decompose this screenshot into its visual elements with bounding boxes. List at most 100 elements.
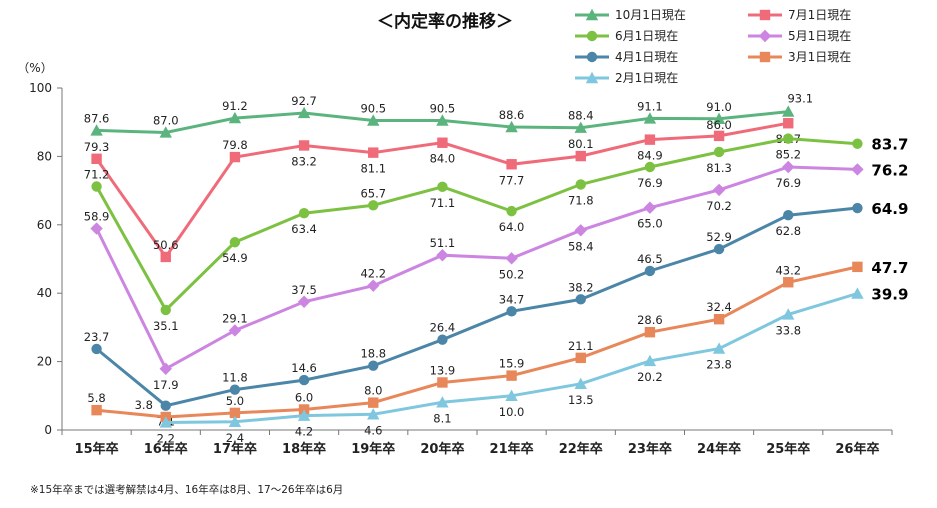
y-tick-label: 100 — [29, 81, 52, 95]
series-line-4 — [95, 206, 858, 408]
data-label: 58.4 — [568, 239, 594, 253]
data-point-marker — [228, 324, 242, 337]
data-label: 65.7 — [360, 186, 386, 200]
data-point-marker — [436, 396, 449, 408]
data-label: 91.2 — [222, 99, 248, 113]
data-point-marker — [228, 111, 242, 124]
x-category-label: 22年卒 — [559, 441, 603, 457]
data-label: 26.4 — [430, 321, 456, 335]
y-tick-label: 20 — [37, 355, 52, 369]
data-point-marker — [852, 261, 863, 273]
x-category-label: 19年卒 — [351, 441, 395, 457]
footnote: ※15年卒までは選考解禁は4月、16年卒は8月、17～26年卒は6月 — [30, 483, 343, 496]
data-label: 83.2 — [291, 154, 317, 168]
data-label: 58.9 — [84, 210, 110, 224]
data-point-marker — [368, 360, 379, 371]
data-point-marker — [643, 354, 657, 367]
data-point-marker — [852, 202, 863, 214]
data-label: 64.0 — [499, 220, 525, 234]
data-point-marker — [575, 352, 586, 364]
data-label: 70.2 — [706, 199, 732, 213]
x-category-label: 23年卒 — [628, 441, 672, 457]
data-label: 15.9 — [499, 357, 525, 371]
data-label: 79.3 — [84, 140, 110, 154]
data-label: 63.4 — [291, 222, 317, 236]
data-point-marker — [159, 362, 172, 375]
data-point-marker — [229, 407, 241, 419]
data-point-marker — [90, 222, 103, 235]
data-point-marker — [783, 133, 794, 144]
x-category-label: 17年卒 — [213, 441, 257, 457]
data-point-marker — [644, 265, 656, 277]
data-label: 2.4 — [226, 431, 244, 445]
series-line-2 — [95, 137, 858, 313]
data-point-marker — [506, 370, 517, 381]
data-point-marker — [782, 308, 795, 320]
data-point-marker — [298, 140, 310, 151]
data-label: 92.7 — [291, 94, 317, 108]
data-point-marker — [643, 112, 657, 124]
legend-entry-label: 3月1日現在 — [788, 50, 851, 64]
x-category-label: 26年卒 — [835, 441, 879, 457]
data-point-marker — [297, 295, 311, 308]
data-label: 28.6 — [637, 313, 663, 327]
data-label: 10.0 — [499, 405, 525, 419]
y-axis-unit-label: （%） — [17, 61, 52, 75]
data-label-latest: 76.2 — [871, 161, 908, 179]
data-label: 5.0 — [226, 394, 244, 408]
data-label: 86.0 — [706, 118, 732, 132]
data-label: 38.2 — [568, 280, 594, 294]
data-label: 80.1 — [568, 137, 594, 151]
legend-entry-label: 5月1日現在 — [788, 29, 851, 43]
data-point-marker — [437, 334, 448, 345]
y-tick-label: 40 — [37, 286, 52, 300]
data-point-marker — [506, 306, 517, 317]
data-point-marker — [575, 150, 586, 162]
data-label-latest: 39.9 — [871, 286, 908, 304]
data-point-marker — [368, 397, 379, 408]
data-point-marker — [713, 146, 725, 158]
data-label: 87.6 — [84, 111, 110, 125]
data-label: 50.6 — [153, 238, 179, 252]
data-label: 91.0 — [706, 100, 732, 114]
data-label: 5.8 — [87, 391, 105, 405]
data-label: 6.0 — [295, 390, 313, 404]
data-point-marker — [436, 114, 449, 126]
data-point-marker — [160, 251, 171, 263]
series-line-3 — [95, 165, 858, 371]
series-line-5 — [96, 265, 858, 419]
data-point-marker — [644, 134, 656, 145]
data-point-marker — [851, 287, 864, 299]
data-label: 71.2 — [84, 167, 110, 181]
x-category-label: 16年卒 — [144, 441, 188, 457]
data-point-marker — [91, 343, 102, 355]
data-point-marker — [367, 114, 380, 126]
data-label: 29.1 — [222, 311, 248, 325]
y-tick-label: 80 — [37, 149, 52, 163]
legend-entry-label: 6月1日現在 — [615, 29, 678, 43]
data-point-marker — [574, 377, 587, 390]
legend-entry-label: 10月1日現在 — [615, 8, 686, 22]
data-label: 54.9 — [222, 251, 248, 265]
data-point-marker — [713, 130, 725, 142]
data-point-marker — [159, 416, 172, 428]
data-label: 81.3 — [706, 161, 732, 175]
x-category-label: 20年卒 — [420, 441, 464, 457]
data-label: 76.9 — [637, 176, 663, 190]
data-label: 43.2 — [775, 263, 801, 277]
data-point-marker — [437, 181, 448, 193]
data-point-marker — [506, 205, 517, 217]
data-point-marker — [297, 106, 311, 119]
data-point-marker — [229, 151, 241, 163]
data-label: 4.2 — [295, 425, 313, 439]
data-label: 2.2 — [157, 431, 175, 445]
data-point-marker — [644, 161, 656, 173]
data-point-marker — [91, 181, 102, 192]
data-point-marker — [437, 137, 448, 148]
data-point-marker — [368, 200, 379, 211]
legend-swatch-marker — [759, 9, 771, 21]
data-point-marker — [506, 159, 517, 170]
data-point-marker — [368, 147, 379, 158]
data-label: 8.1 — [433, 411, 451, 425]
